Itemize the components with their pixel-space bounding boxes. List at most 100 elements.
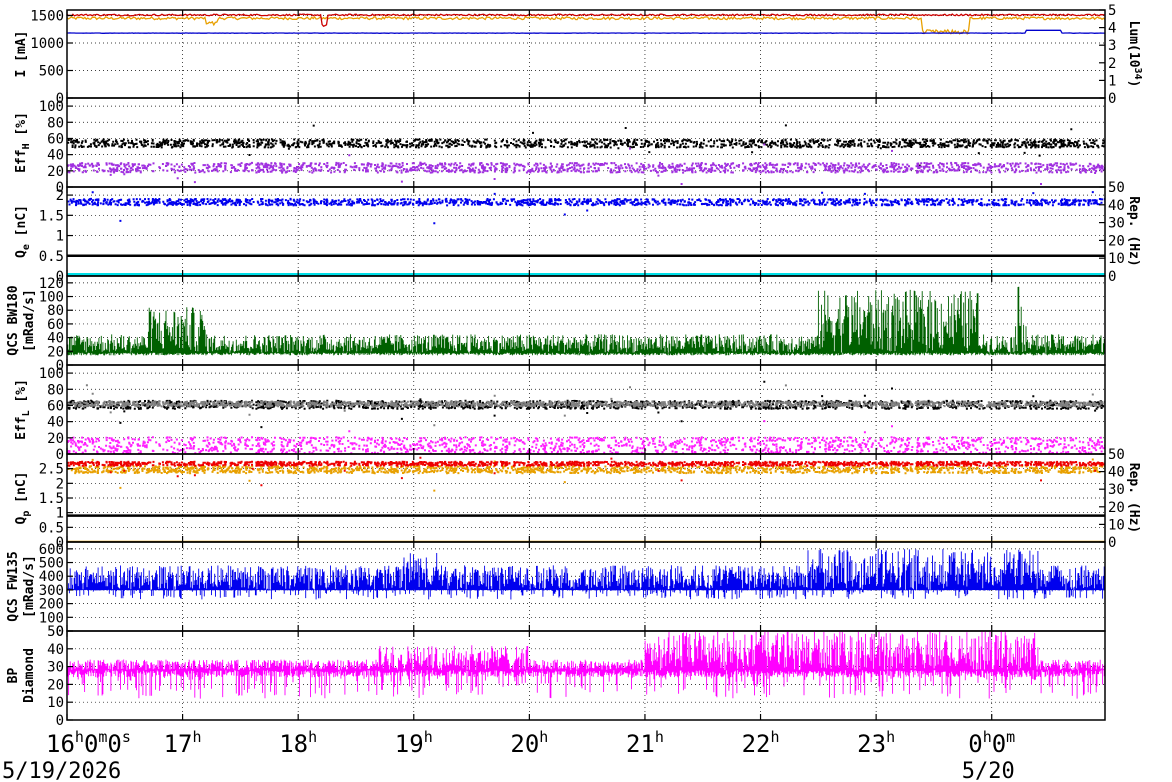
axis-title-main: I [mA] xyxy=(14,31,29,78)
series-current-0 xyxy=(67,15,1105,36)
axis-title-sub: L xyxy=(21,410,32,416)
left-axis-current: 0 500 1000 1500 xyxy=(30,9,73,107)
axis-title-main: Q xyxy=(14,517,29,525)
time-tick-label: 16h0m0s xyxy=(46,728,131,758)
ytick-label: 60 xyxy=(47,131,64,147)
left-title-effh: EffH [%] xyxy=(14,112,32,173)
axis-title-end: [nC] xyxy=(14,472,29,511)
ytick-label: 1.5 xyxy=(39,491,64,507)
ytick-right-label: 40 xyxy=(1108,198,1125,214)
series-effh-1 xyxy=(67,143,1105,185)
axis-title-line1: QCS BW180 xyxy=(6,285,21,356)
right-title-main: Rep. (Hz) xyxy=(1126,463,1141,533)
axis-title-main: Eff xyxy=(14,149,29,172)
left-title-diamond: BP Diamond xyxy=(6,648,37,703)
ytick-label: 1 xyxy=(56,229,64,245)
time-tick-main: 19 xyxy=(395,730,424,758)
ytick-label: 0 xyxy=(56,535,64,551)
series-diamond-0 xyxy=(67,631,1105,699)
axis-title: Qe [nC] xyxy=(14,205,32,258)
ytick-label: 20 xyxy=(47,677,64,693)
ytick-label: 20 xyxy=(47,164,64,180)
time-tick-sup: h xyxy=(539,728,548,746)
axis-title-sub: p xyxy=(21,511,32,517)
ytick-right-label: 40 xyxy=(1108,465,1125,481)
ytick-right-label: 20 xyxy=(1108,500,1125,516)
ytick-label: 40 xyxy=(47,415,64,431)
left-title-bw180: QCS BW180 [mRad/s] xyxy=(6,285,37,356)
ytick-label: 0 xyxy=(56,91,64,107)
ytick-label: 120 xyxy=(39,276,64,292)
date-label: 5/20 xyxy=(962,759,1015,782)
series-group-diamond xyxy=(67,631,1105,699)
ytick-label: 0 xyxy=(56,269,64,285)
series-effl-1 xyxy=(67,384,1105,427)
left-axis-qe: 0.5 1 1.5 2 0 xyxy=(39,188,73,285)
time-tick-main: 18 xyxy=(279,730,308,758)
time-axis: 16h0m0s 17h 18h 19h 20h 21h 22h 23h 0h0m5/19/202… xyxy=(2,728,1015,782)
ytick-label: 0 xyxy=(56,713,64,729)
left-title-effl: EffL [%] xyxy=(14,379,32,440)
axis-title-end: [%] xyxy=(14,379,29,410)
right-axis-title: Lum(1034) xyxy=(1126,21,1143,88)
axis-title-line2: Diamond xyxy=(22,648,37,703)
time-tick-label: 17h xyxy=(164,728,202,758)
time-tick-sup: h xyxy=(886,728,895,746)
right-title-current: Lum(1034) xyxy=(1126,21,1143,88)
axis-title-sub: H xyxy=(21,143,32,149)
series-effl-2 xyxy=(67,420,1105,454)
series-current-1 xyxy=(67,13,1105,27)
ytick-label: 300 xyxy=(39,583,64,599)
axis-title-main: Eff xyxy=(14,416,29,439)
ytick-label: 0 xyxy=(56,180,64,196)
time-tick-label: 20h xyxy=(510,728,548,758)
time-tick-sup: h xyxy=(75,728,84,746)
ytick-right-label: 10 xyxy=(1108,517,1125,533)
series-effh-0 xyxy=(67,124,1105,167)
axis-title-sub: e xyxy=(21,244,32,250)
ytick-label: 1 xyxy=(56,506,64,522)
time-tick-label: 21h xyxy=(626,728,664,758)
ytick-right-label: 3 xyxy=(1108,38,1116,54)
time-tick-label: 22h xyxy=(742,728,780,758)
ytick-label: 0.5 xyxy=(39,249,64,265)
ytick-label: 0 xyxy=(56,447,64,463)
axis-title: I [mA] xyxy=(14,31,29,78)
grid-current xyxy=(66,10,1105,99)
time-tick-rest: 0 xyxy=(84,730,98,758)
ytick-label: 20 xyxy=(47,431,64,447)
time-tick-main: 0 xyxy=(968,730,982,758)
ytick-label: 40 xyxy=(47,331,64,347)
series-qp-0 xyxy=(67,458,1105,492)
ytick-label: 2.5 xyxy=(39,462,64,478)
ytick-label: 0 xyxy=(56,624,64,640)
time-tick-main: 21 xyxy=(626,730,655,758)
ytick-right-label: 50 xyxy=(1108,180,1125,196)
time-tick-sup2: m xyxy=(98,728,107,746)
right-title-qe: Rep. (Hz) xyxy=(1126,196,1141,266)
series-group-current xyxy=(67,13,1105,36)
axis-title: EffH [%] xyxy=(14,112,32,173)
right-title-main: Lum(10 xyxy=(1126,21,1141,68)
series-current-2 xyxy=(67,29,1105,34)
ytick-right-label: 20 xyxy=(1108,233,1125,249)
ytick-label: 60 xyxy=(47,317,64,333)
series-group-bw180 xyxy=(67,286,1105,356)
axis-title-main: Q xyxy=(14,250,29,258)
axis-title-line2: [mRad/s] xyxy=(22,555,37,618)
right-title-end: ) xyxy=(1126,80,1141,88)
frame-current xyxy=(66,9,1106,99)
left-title-qp: Qp [nC] xyxy=(14,472,32,525)
series-bw180-0 xyxy=(67,286,1105,356)
